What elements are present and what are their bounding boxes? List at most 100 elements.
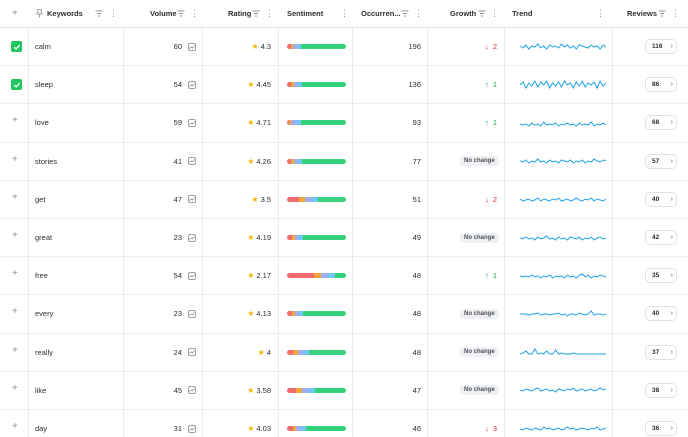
table-row[interactable]: sleep 54 ★ 4.45 136 ↑ 1 86 › [0, 66, 688, 105]
keyword-text: really [35, 347, 53, 357]
reviews-button[interactable]: 57 › [645, 153, 677, 169]
sentiment-segment [287, 158, 292, 164]
reviews-button[interactable]: 40 › [645, 306, 677, 322]
row-add-button[interactable]: + [12, 181, 18, 218]
trend-mini-icon[interactable] [188, 42, 196, 51]
trend-mini-icon[interactable] [188, 233, 196, 242]
growth-cell: No change [460, 334, 499, 371]
keyword-cell[interactable]: love [35, 104, 49, 141]
row-add-button[interactable]: + [12, 257, 18, 294]
table-row[interactable]: + really 24 ★ 4 48 No change 37 › [0, 334, 688, 372]
row-add-button[interactable]: + [12, 372, 18, 409]
reviews-button[interactable]: 36 › [645, 421, 677, 437]
row-checkbox[interactable] [11, 66, 22, 103]
occurrences-cell: 48 [352, 257, 421, 294]
occurrences-menu-button[interactable]: ⋮ [414, 0, 423, 27]
keyword-cell[interactable]: like [35, 372, 46, 409]
keyword-cell[interactable]: really [35, 334, 53, 371]
volume-value: 47 [173, 194, 182, 204]
row-add-button[interactable]: + [12, 219, 18, 256]
row-add-button[interactable]: + [12, 410, 18, 437]
rating-menu-button[interactable]: ⋮ [265, 0, 274, 27]
table-row[interactable]: + love 59 ★ 4.71 93 ↑ 1 68 › [0, 104, 688, 143]
row-add-button[interactable]: + [12, 295, 18, 332]
sentiment-cell [287, 295, 346, 332]
sentiment-column-header[interactable]: Sentiment [287, 0, 323, 27]
reviews-count: 68 [652, 119, 660, 127]
reviews-filter-button[interactable] [658, 0, 666, 27]
chevron-right-icon: › [670, 386, 673, 394]
sentiment-menu-button[interactable]: ⋮ [340, 0, 349, 27]
keyword-cell[interactable]: get [35, 181, 45, 218]
keyword-text: stories [35, 156, 58, 166]
checked-checkbox[interactable] [11, 41, 22, 53]
keyword-cell[interactable]: free [35, 257, 48, 294]
table-row[interactable]: + day 31 ★ 4.03 46 ↓ 3 36 › [0, 410, 688, 437]
volume-filter-button[interactable] [177, 0, 185, 27]
trend-mini-icon[interactable] [188, 157, 196, 166]
reviews-column-header[interactable]: Reviews [627, 0, 657, 27]
trend-mini-icon[interactable] [188, 195, 196, 204]
row-add-button[interactable]: + [12, 334, 18, 371]
trend-mini-icon[interactable] [188, 424, 196, 433]
reviews-menu-button[interactable]: ⋮ [671, 0, 680, 27]
rating-filter-button[interactable] [252, 0, 260, 27]
reviews-button[interactable]: 116 › [645, 39, 677, 55]
occurrences-value: 196 [408, 42, 421, 52]
table-row[interactable]: + get 47 ★ 3.5 51 ↓ 2 40 › [0, 181, 688, 219]
keyword-cell[interactable]: every [35, 295, 53, 332]
trend-mini-icon[interactable] [188, 271, 196, 280]
chevron-right-icon: › [670, 43, 673, 51]
occurrences-filter-button[interactable] [401, 0, 409, 27]
keyword-cell[interactable]: stories [35, 143, 57, 180]
reviews-button[interactable]: 86 › [645, 77, 677, 93]
volume-menu-button[interactable]: ⋮ [190, 0, 199, 27]
occurrences-column-header[interactable]: Occurren... [361, 0, 401, 27]
keyword-text: every [35, 309, 54, 319]
chart-line-icon [189, 274, 195, 278]
keywords-menu-button[interactable]: ⋮ [109, 0, 118, 27]
table-row[interactable]: + like 45 ★ 3.58 47 No change 38 › [0, 372, 688, 410]
growth-column-header[interactable]: Growth [450, 0, 476, 27]
reviews-button[interactable]: 38 › [645, 382, 677, 398]
trend-mini-icon[interactable] [188, 348, 196, 357]
reviews-button[interactable]: 42 › [645, 230, 677, 246]
volume-column-header[interactable]: Volume [150, 0, 177, 27]
trend-mini-icon[interactable] [188, 309, 196, 318]
reviews-button[interactable]: 40 › [645, 191, 677, 207]
keyword-cell[interactable]: day [35, 410, 47, 437]
row-checkbox[interactable] [11, 28, 22, 65]
keyword-cell[interactable]: great [35, 219, 52, 256]
table-row[interactable]: + great 23 ★ 4.19 49 No change 42 › [0, 219, 688, 258]
trend-mini-icon[interactable] [188, 118, 196, 127]
reviews-button[interactable]: 35 › [645, 268, 677, 284]
keywords-filter-button[interactable] [95, 0, 103, 27]
table-row[interactable]: + free 54 ★ 2.17 48 ↑ 1 35 › [0, 257, 688, 296]
sentiment-segment [294, 158, 299, 164]
keyword-cell[interactable]: calm [35, 28, 51, 65]
table-row[interactable]: + every 23 ★ 4.13 48 No change 40 › [0, 295, 688, 334]
checked-checkbox[interactable] [11, 79, 22, 91]
rating-column-header[interactable]: Rating [228, 0, 251, 27]
keywords-column-header[interactable]: Keywords [36, 0, 83, 27]
trend-sparkline [520, 387, 606, 394]
add-column-button[interactable]: + [12, 0, 18, 27]
reviews-button[interactable]: 68 › [645, 115, 677, 131]
reviews-button[interactable]: 37 › [645, 344, 677, 360]
trend-column-header[interactable]: Trend [512, 0, 532, 27]
star-icon: ★ [247, 118, 255, 128]
plus-icon: + [12, 191, 18, 203]
table-row[interactable]: calm 60 ★ 4.3 196 ↓ 2 116 › [0, 28, 688, 67]
trend-mini-icon[interactable] [188, 80, 196, 89]
trend-menu-button[interactable]: ⋮ [596, 0, 605, 27]
row-add-button[interactable]: + [12, 104, 18, 141]
keyword-cell[interactable]: sleep [35, 66, 53, 103]
sentiment-segment [294, 82, 298, 88]
table-row[interactable]: + stories 41 ★ 4.26 77 No change 57 › [0, 143, 688, 181]
growth-filter-button[interactable] [478, 0, 486, 27]
row-add-button[interactable]: + [12, 143, 18, 180]
volume-cell: 41 [123, 143, 196, 180]
chart-line-icon [189, 426, 195, 431]
growth-menu-button[interactable]: ⋮ [490, 0, 499, 27]
trend-mini-icon[interactable] [188, 386, 196, 395]
